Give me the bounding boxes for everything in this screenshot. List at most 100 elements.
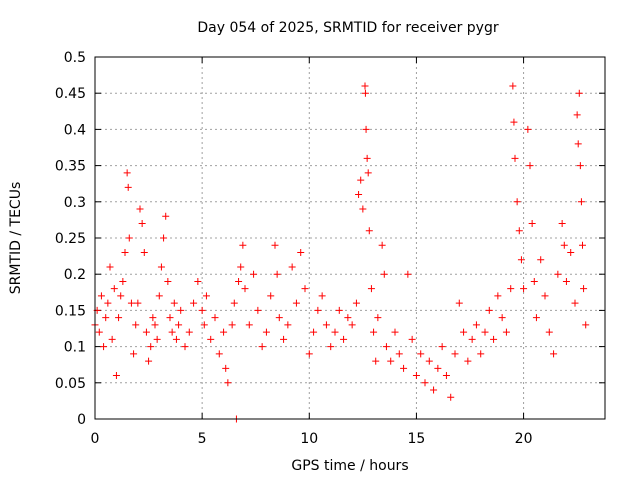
data-point — [528, 220, 536, 228]
data-point — [202, 292, 210, 300]
y-tick-label: 0 — [77, 412, 86, 428]
data-point — [288, 263, 296, 271]
data-point — [404, 270, 412, 278]
data-point — [434, 364, 442, 372]
data-point — [395, 350, 403, 358]
data-point — [532, 314, 540, 322]
data-point — [580, 285, 588, 293]
data-point — [127, 299, 135, 307]
data-point — [228, 321, 236, 329]
data-point — [140, 248, 148, 256]
data-point — [472, 321, 480, 329]
y-tick-label: 0.15 — [55, 303, 86, 319]
data-point — [412, 372, 420, 380]
data-point — [460, 328, 468, 336]
data-point — [361, 82, 369, 90]
data-point — [108, 335, 116, 343]
data-point — [112, 372, 120, 380]
grid-lines — [95, 57, 605, 419]
data-point — [97, 292, 105, 300]
data-point — [254, 306, 262, 314]
data-point — [372, 357, 380, 365]
data-point — [220, 328, 228, 336]
data-point — [391, 328, 399, 336]
data-point — [562, 277, 570, 285]
data-point — [494, 292, 502, 300]
data-point — [387, 357, 395, 365]
data-point — [477, 350, 485, 358]
data-point — [357, 176, 365, 184]
data-point — [362, 125, 370, 133]
data-point — [331, 328, 339, 336]
data-point — [130, 350, 138, 358]
data-point — [370, 328, 378, 336]
data-point — [382, 343, 390, 351]
data-point — [172, 335, 180, 343]
data-point — [442, 372, 450, 380]
data-point — [468, 335, 476, 343]
data-point — [344, 314, 352, 322]
data-point — [485, 306, 493, 314]
data-point — [367, 285, 375, 293]
data-point — [119, 277, 127, 285]
data-point — [138, 220, 146, 228]
data-point — [136, 205, 144, 213]
data-point — [490, 335, 498, 343]
data-point — [511, 154, 519, 162]
x-tick-label: 5 — [198, 431, 207, 447]
data-point — [132, 321, 140, 329]
data-point — [348, 321, 356, 329]
data-point — [530, 277, 538, 285]
data-point — [574, 140, 582, 148]
data-point — [230, 299, 238, 307]
data-point — [170, 299, 178, 307]
data-point — [121, 248, 129, 256]
data-point — [155, 292, 163, 300]
data-point — [509, 82, 517, 90]
data-point — [104, 299, 112, 307]
y-tick-label: 0.45 — [55, 86, 86, 102]
data-points — [91, 82, 590, 423]
data-point — [95, 328, 103, 336]
data-point — [560, 241, 568, 249]
data-point — [262, 328, 270, 336]
data-point — [284, 321, 292, 329]
data-point — [550, 350, 558, 358]
data-point — [198, 306, 206, 314]
data-point — [558, 220, 566, 228]
data-point — [166, 314, 174, 322]
data-point — [318, 292, 326, 300]
y-tick-label: 0.35 — [55, 159, 86, 175]
data-point — [142, 328, 150, 336]
data-point — [554, 270, 562, 278]
data-point — [451, 350, 459, 358]
data-point — [507, 285, 515, 293]
y-tick-label: 0.1 — [64, 340, 86, 356]
data-point — [417, 350, 425, 358]
data-point — [164, 277, 172, 285]
data-point — [160, 234, 168, 242]
data-point — [275, 314, 283, 322]
data-point — [573, 111, 581, 119]
data-point — [498, 314, 506, 322]
data-point — [582, 321, 590, 329]
data-point — [400, 364, 408, 372]
data-point — [481, 328, 489, 336]
data-point — [215, 350, 223, 358]
data-point — [327, 343, 335, 351]
data-point — [162, 212, 170, 220]
data-point — [430, 386, 438, 394]
data-point — [100, 343, 108, 351]
data-point — [541, 292, 549, 300]
data-point — [239, 241, 247, 249]
data-point — [455, 299, 463, 307]
data-point — [181, 343, 189, 351]
data-point — [151, 321, 159, 329]
data-point — [502, 328, 510, 336]
data-point — [235, 277, 243, 285]
x-tick-label: 20 — [515, 431, 533, 447]
data-point — [301, 285, 309, 293]
data-point — [237, 263, 245, 271]
data-point — [245, 321, 253, 329]
